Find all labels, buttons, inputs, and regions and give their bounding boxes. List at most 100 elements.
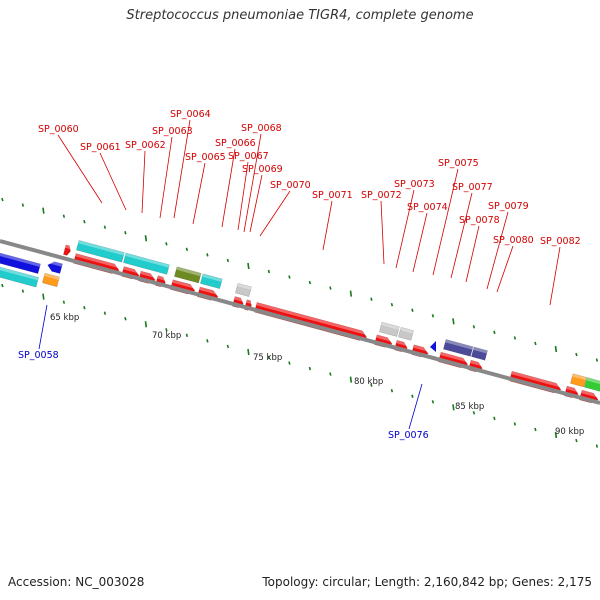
category-block [200,273,223,289]
scale-tick [554,345,558,353]
scale-tick [62,300,66,304]
reverse-gene-label: SP_0058 [18,350,59,361]
label-leader [243,133,262,233]
scale-tick [390,388,394,393]
scale-label: 80 kbp [354,377,383,387]
scale-tick [62,214,66,218]
scale-tick [452,318,455,325]
accession-text: Accession: NC_003028 [8,575,145,589]
scale-ticks [1,197,599,448]
forward-gene-label: SP_0063 [152,126,193,137]
scale-tick [124,317,127,321]
forward-gene-label: SP_0064 [170,109,211,120]
scale-tick [493,330,496,335]
reverse-gene [0,252,41,274]
forward-gene-label: SP_0074 [407,202,448,213]
genome-backbone [0,239,600,405]
reverse-category-block [0,266,39,288]
scale-tick [1,283,4,288]
scale-tick [513,422,517,426]
scale-tick [513,336,517,340]
scale-tick [185,333,189,338]
scale-tick [329,286,332,290]
scale-tick [595,444,599,448]
scale-tick [431,400,435,404]
scale-tick [411,394,414,398]
forward-gene-label: SP_0078 [459,215,500,226]
scale-tick [554,431,558,439]
scale-tick [575,352,578,357]
forward-gene-label: SP_0068 [241,123,282,134]
scale-tick [288,275,291,279]
scale-label: 85 kbp [455,402,484,412]
label-leader [249,174,263,233]
label-leader [432,168,459,276]
label-leader [496,245,514,293]
scale-tick [267,355,271,360]
scale-tick [329,372,332,376]
scale-tick [144,235,148,242]
label-leader [465,225,480,283]
scale-tick [411,308,414,312]
reverse-gene-marker [430,341,436,352]
forward-gene-label: SP_0065 [185,152,226,163]
label-leader [173,119,191,219]
scale-tick [308,280,312,285]
label-leader [99,152,127,211]
scale-tick [452,404,455,411]
scale-tick [165,242,168,246]
label-leader [486,211,509,290]
scale-tick [165,328,168,332]
category-block [235,282,252,297]
scale-label: 90 kbp [555,427,584,437]
label-leader [450,192,473,279]
scale-tick [206,253,209,257]
scale-tick [390,302,394,307]
scale-tick [472,325,476,329]
label-leader [192,162,206,225]
scale-tick [472,411,476,415]
reverse-gene [47,260,63,274]
category-block [379,321,400,337]
category-block [398,326,414,341]
label-leader [259,190,291,237]
scale-tick [595,358,599,362]
label-leader [141,150,146,214]
scale-tick [42,293,45,300]
category-block [123,252,170,275]
forward-gene-label: SP_0073 [394,179,435,190]
forward-gene-label: SP_0067 [228,151,269,162]
scale-tick [226,344,230,349]
label-leader [57,134,103,204]
scale-tick [575,438,578,443]
scale-labels: 65 kbp 70 kbp 75 kbp 80 kbp 85 kbp 90 kbp [50,313,584,437]
scale-tick [103,225,107,229]
label-leader [38,304,48,350]
scale-label: 75 kbp [253,353,282,363]
scale-tick [1,197,4,202]
forward-gene-label: SP_0062 [125,140,166,151]
scale-tick [103,311,107,315]
feature-tracks [0,240,600,404]
forward-gene [63,244,72,256]
category-block [76,240,125,263]
scale-tick [206,339,209,343]
scale-tick [534,341,537,346]
map-title: Streptococcus pneumoniae TIGR4, complete… [126,8,474,23]
scale-tick [247,262,250,270]
scale-tick [431,314,435,318]
label-leader [549,246,561,306]
scale-tick [267,269,271,274]
forward-gene-label: SP_0072 [361,190,402,201]
reverse-gene-label: SP_0076 [388,430,429,441]
forward-gene-label: SP_0060 [38,124,79,135]
scale-tick [185,247,189,252]
scale-tick [226,258,230,263]
forward-gene-label: SP_0077 [452,182,493,193]
label-leader [380,200,385,265]
scale-tick [370,383,373,387]
scale-tick [83,305,86,310]
forward-gene-label: SP_0069 [242,164,283,175]
scale-label: 70 kbp [152,331,181,341]
